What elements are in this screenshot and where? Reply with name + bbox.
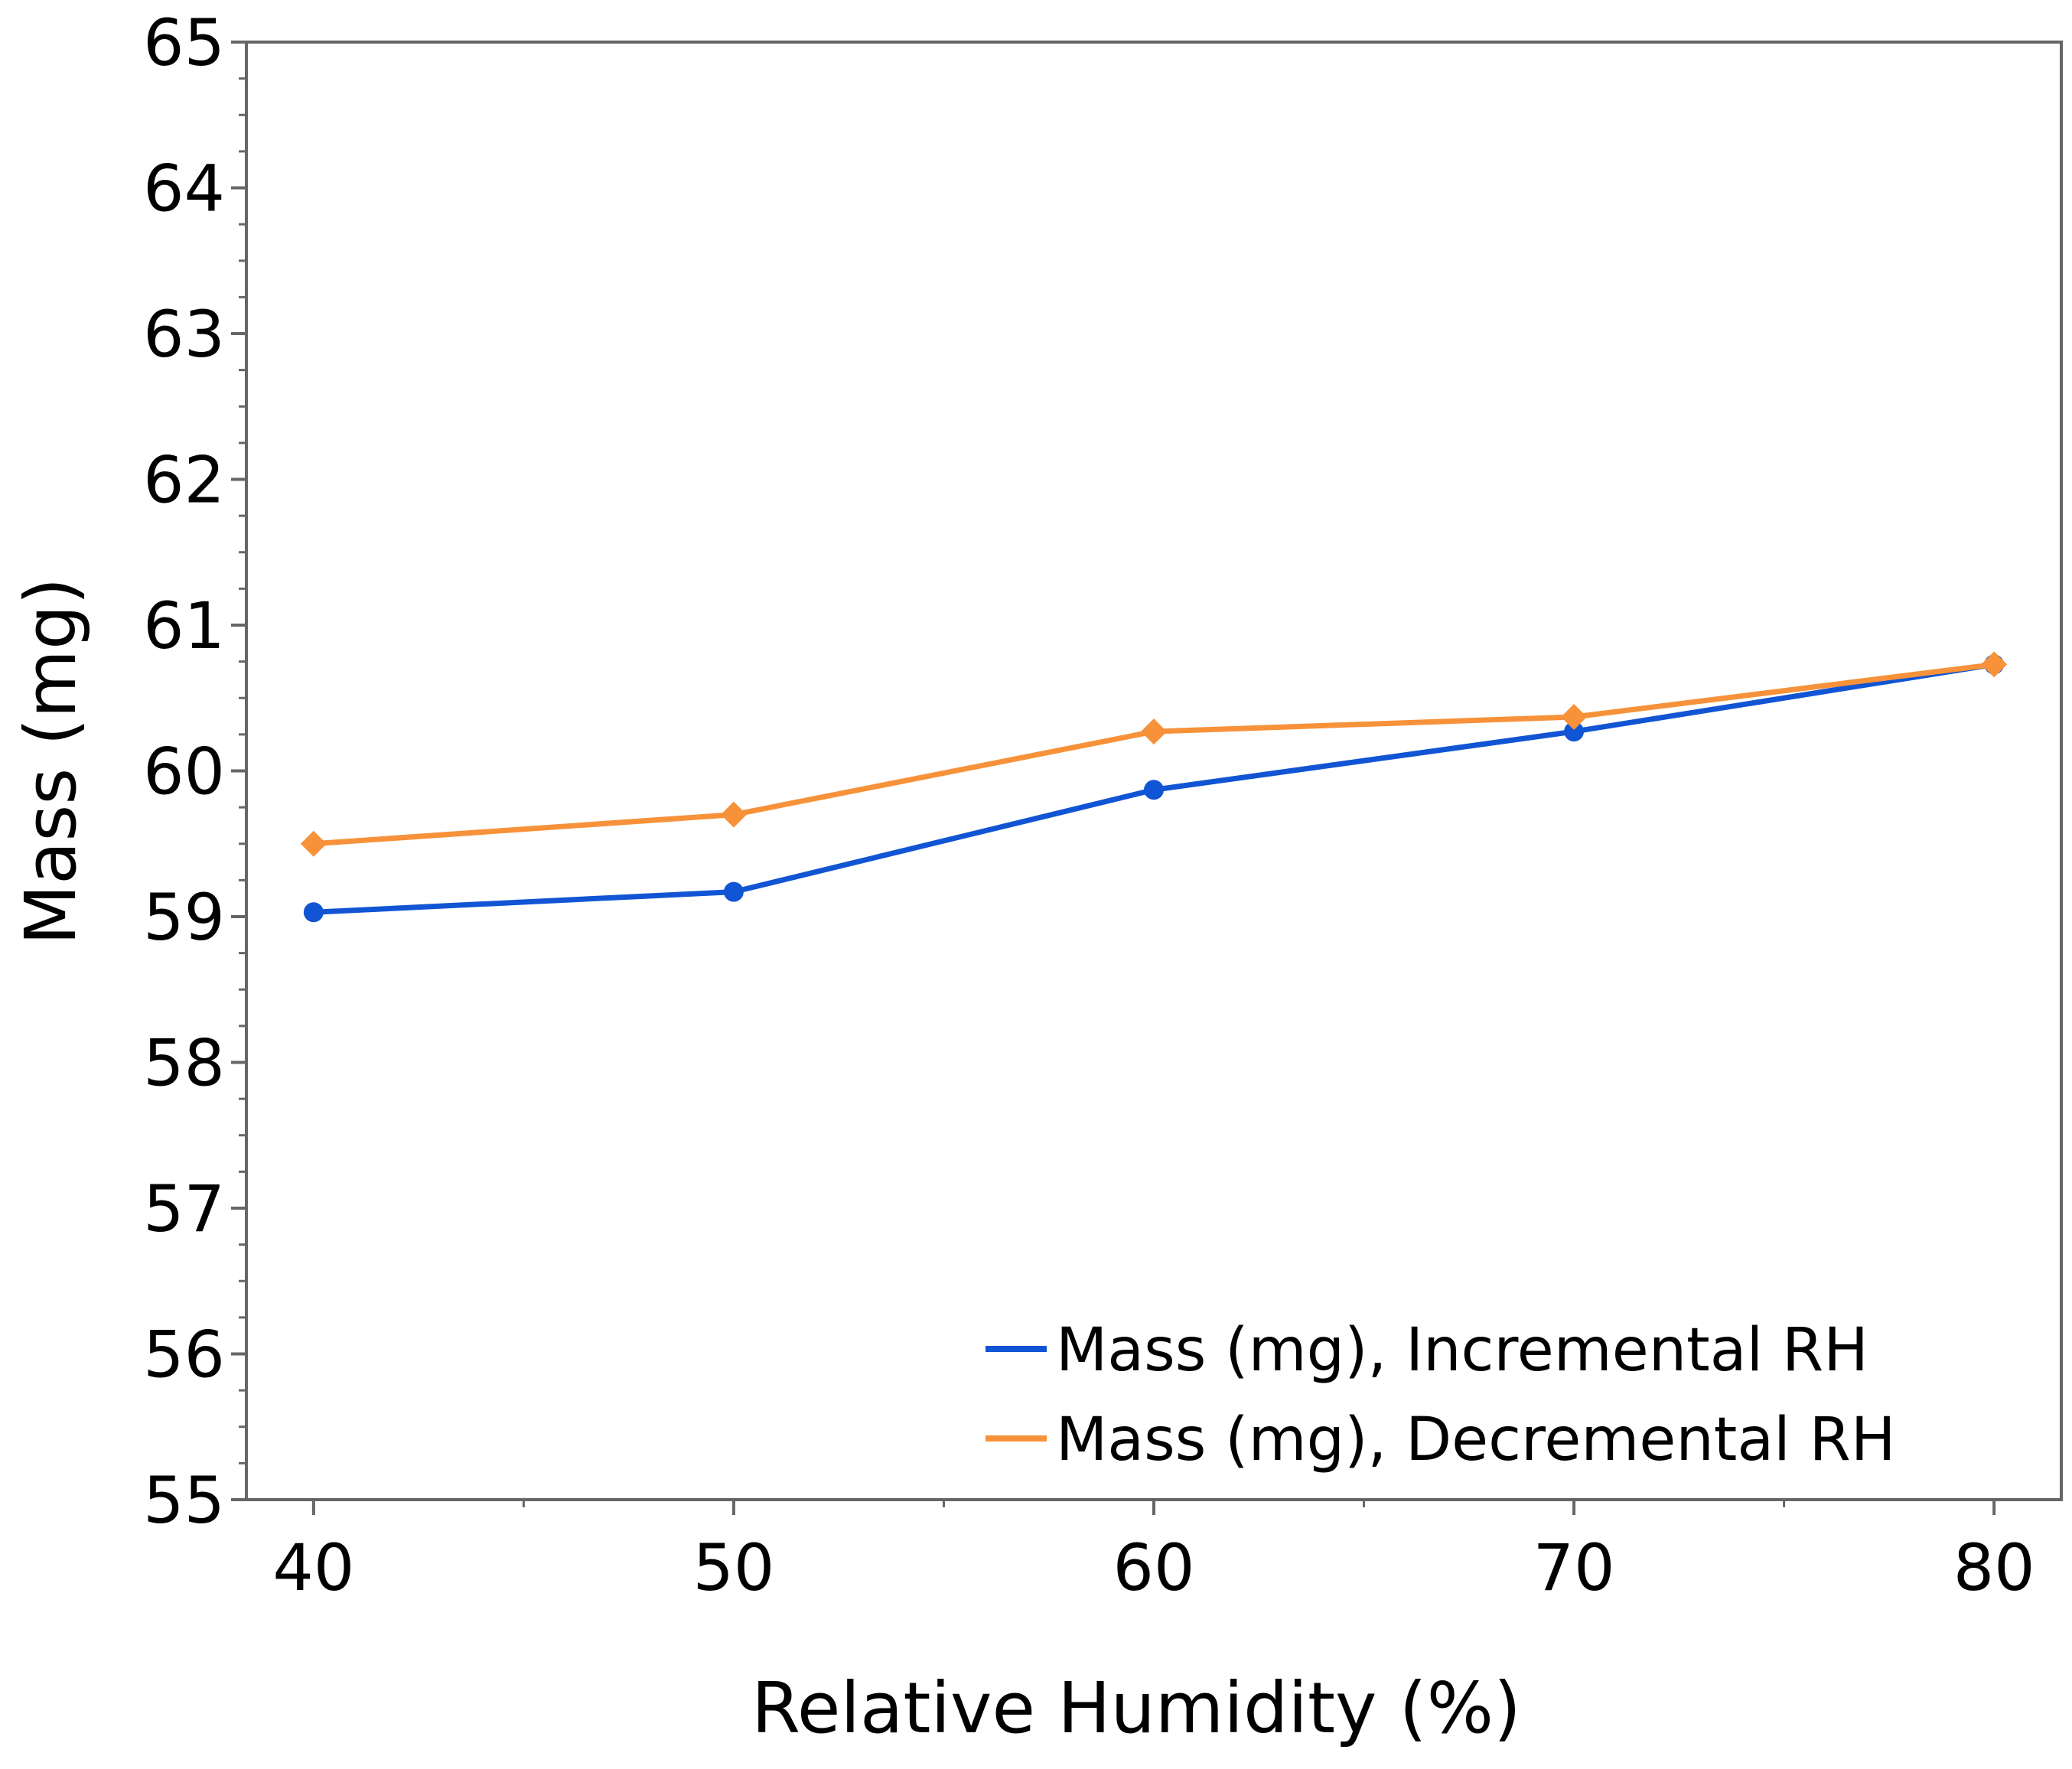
legend-label-incremental: Mass (mg), Incremental RH xyxy=(1056,1316,1868,1385)
data-point-incremental xyxy=(1564,722,1585,742)
x-tick-label: 40 xyxy=(272,1530,354,1605)
x-tick-label: 60 xyxy=(1113,1530,1195,1605)
ticks xyxy=(231,41,1996,1515)
y-tick-label: 59 xyxy=(143,880,225,955)
plot-frame xyxy=(245,41,2063,1501)
series-line-decremental xyxy=(313,661,1995,847)
tick-labels: 55 56 57 58 59 60 61 62 63 64 65 40 50 60 70 80 xyxy=(143,5,2035,1605)
legend-label-decremental: Mass (mg), Decremental RH xyxy=(1056,1406,1895,1474)
axes xyxy=(245,41,2063,1501)
data-point-incremental xyxy=(723,881,744,902)
data-point-decremental xyxy=(1561,704,1588,731)
data-point-decremental xyxy=(300,830,327,857)
x-tick-label: 50 xyxy=(692,1530,774,1605)
data-point-decremental xyxy=(1141,718,1167,745)
x-tick-label: 80 xyxy=(1953,1530,2035,1605)
x-tick-label: 70 xyxy=(1533,1530,1615,1605)
legend: Mass (mg), Incremental RH Mass (mg), Dec… xyxy=(986,1316,1895,1474)
y-tick-label: 57 xyxy=(143,1171,225,1246)
data-point-incremental xyxy=(303,902,324,923)
data-point-incremental xyxy=(1144,780,1164,800)
y-tick-label: 58 xyxy=(143,1026,225,1101)
y-axis-title: Mass (mg) xyxy=(10,578,92,946)
y-tick-label: 60 xyxy=(143,735,225,810)
y-tick-label: 55 xyxy=(143,1463,225,1538)
y-tick-label: 65 xyxy=(143,5,225,80)
data-point-decremental xyxy=(720,801,747,828)
y-tick-label: 61 xyxy=(143,588,225,663)
x-axis-title: Relative Humidity (%) xyxy=(751,1667,1521,1749)
data-point-decremental xyxy=(1981,651,2008,678)
y-tick-label: 62 xyxy=(143,443,225,518)
y-tick-label: 63 xyxy=(143,297,225,372)
series xyxy=(300,651,2008,923)
y-tick-label: 56 xyxy=(143,1318,225,1393)
y-tick-label: 64 xyxy=(143,151,225,226)
